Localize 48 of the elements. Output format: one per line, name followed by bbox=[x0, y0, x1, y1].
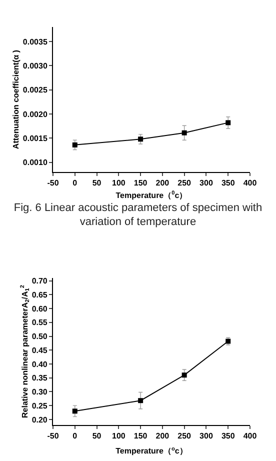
y-tick-label: 0.30 bbox=[32, 388, 48, 397]
x-tick-label: 0 bbox=[72, 432, 78, 441]
y-tick-label: 0.55 bbox=[32, 318, 48, 328]
x-tick-label: 400 bbox=[243, 178, 258, 188]
point bbox=[226, 120, 231, 126]
y-tick-label: 0.0025 bbox=[22, 86, 48, 95]
point bbox=[72, 142, 78, 148]
y-tick-label: 0.40 bbox=[32, 360, 48, 369]
y-axis-title: Attenuation coefficient(α ) bbox=[12, 50, 21, 150]
y-tick-label: 0.0020 bbox=[22, 110, 48, 119]
x-tick-label: -50 bbox=[47, 432, 60, 441]
x-tick-label: 350 bbox=[221, 178, 236, 188]
x-tick-label: 250 bbox=[178, 432, 192, 441]
y-tick-label: 0.0010 bbox=[22, 158, 48, 168]
y-tick-label: 0.60 bbox=[32, 304, 48, 314]
x-tick-label: 50 bbox=[92, 432, 102, 441]
point bbox=[138, 398, 144, 404]
x-axis-title: Temperature（$^{o}$c） bbox=[116, 446, 188, 456]
x-tick-label: -50 bbox=[47, 178, 60, 188]
y-tick-label: 0.50 bbox=[32, 332, 48, 342]
x-tick-label: 150 bbox=[134, 178, 148, 188]
y-tick-label: 0.25 bbox=[32, 401, 48, 410]
caption: Fig. 6 Linear acoustic parameters of specimen with variation of temperature bbox=[12, 201, 264, 229]
x-tick-label: 350 bbox=[221, 432, 236, 441]
x-tick-label: 300 bbox=[200, 178, 214, 188]
point bbox=[182, 372, 187, 378]
y-tick-label: 0.20 bbox=[32, 415, 48, 424]
y-tick-label: 0.0035 bbox=[22, 37, 48, 46]
x-tick-label: 100 bbox=[112, 178, 126, 188]
y-tick-label: 0.65 bbox=[32, 290, 48, 300]
point bbox=[182, 130, 187, 136]
point bbox=[138, 136, 144, 142]
x-axis-title: Temperature（$^{0}$c） bbox=[116, 190, 188, 200]
x-tick-label: 400 bbox=[243, 432, 258, 441]
y-tick-label: 0.70 bbox=[32, 276, 48, 286]
x-tick-label: 50 bbox=[92, 178, 102, 188]
x-tick-label: 200 bbox=[156, 432, 170, 441]
x-tick-label: 300 bbox=[200, 432, 214, 441]
y-tick-label: 0.0015 bbox=[22, 134, 48, 143]
x-tick-label: 250 bbox=[178, 178, 192, 188]
point bbox=[72, 408, 78, 414]
x-tick-label: 100 bbox=[112, 432, 126, 441]
x-tick-label: 150 bbox=[134, 432, 148, 441]
x-tick-label: 0 bbox=[72, 178, 78, 188]
y-tick-label: 0.0030 bbox=[22, 61, 48, 70]
y-tick-label: 0.45 bbox=[32, 346, 48, 355]
y-tick-label: 0.35 bbox=[32, 374, 48, 383]
x-tick-label: 200 bbox=[156, 178, 170, 188]
